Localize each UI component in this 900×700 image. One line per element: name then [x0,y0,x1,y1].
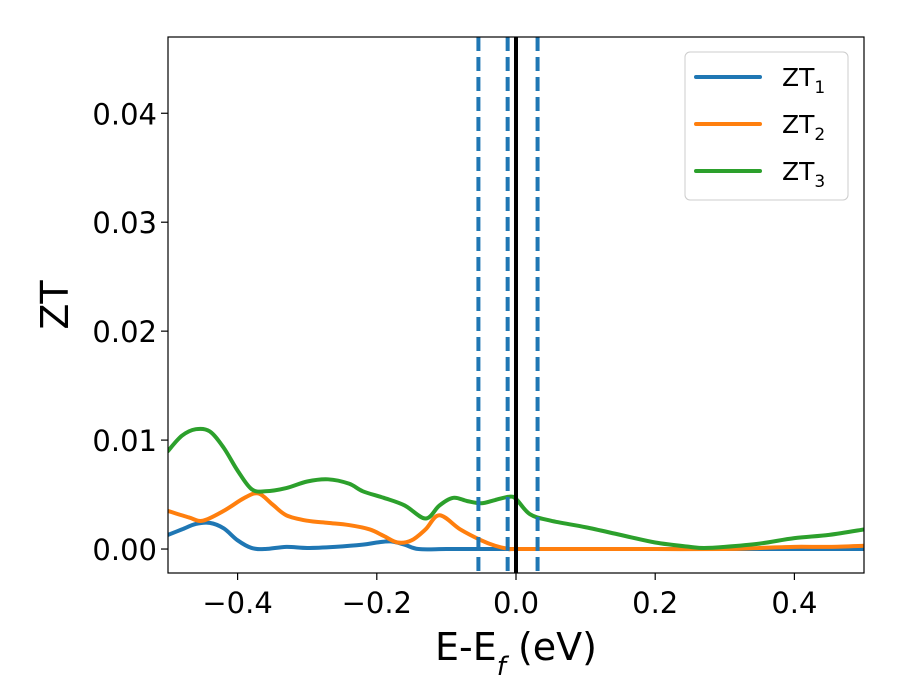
y-axis-title: ZT [33,280,77,330]
x-axis-title: E-Ef (eV) [435,625,597,682]
series-line-zt3 [168,426,864,550]
x-tick-label: 0.2 [632,586,678,620]
y-axis-ticks: 0.00 0.01 0.02 0.03 0.04 [92,97,168,567]
legend-label-zt2: ZT2 [782,110,825,145]
legend-label-zt1: ZT1 [782,63,825,98]
x-axis-ticks: −0.4 −0.2 0.0 0.2 0.4 [202,573,817,620]
y-tick-label: 0.03 [92,206,157,240]
series-line-zt2 [168,491,864,552]
x-tick-label: 0.4 [771,586,817,620]
y-tick-label: 0.01 [92,424,157,458]
y-tick-label: 0.02 [92,315,157,349]
vlines-layer [476,37,540,573]
y-tick-label: 0.04 [92,97,157,131]
legend-label-zt3: ZT3 [782,157,825,192]
x-tick-label: −0.4 [202,586,272,620]
legend: ZT1 ZT2 ZT3 [684,51,849,201]
y-tick-label: 0.00 [92,533,157,567]
x-tick-label: −0.2 [342,586,412,620]
lines-layer [168,426,864,552]
legend-box [684,51,849,201]
x-tick-label: 0.0 [493,586,539,620]
